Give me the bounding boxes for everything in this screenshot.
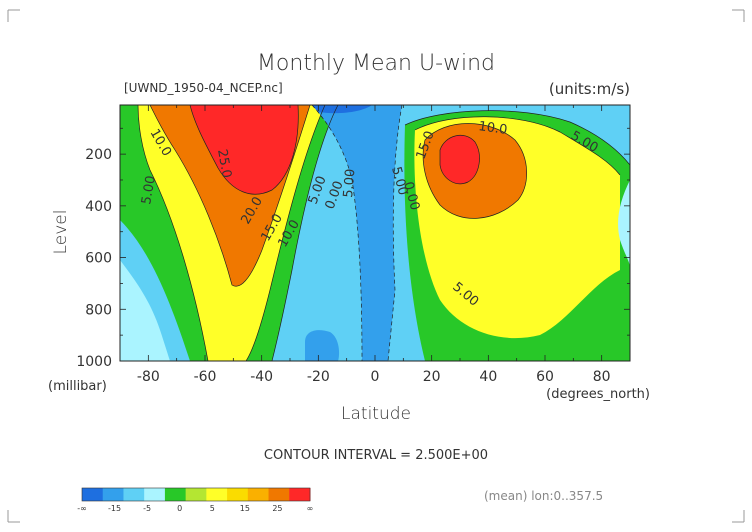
x-axis: -80 -60 -40 -20 0 20 40 60 80: [119, 105, 631, 385]
colorbar: -∞ -15 -5 0 5 15 25 ∞: [77, 487, 314, 513]
band-negative-equator: [312, 105, 402, 361]
contour-interval-note: CONTOUR INTERVAL = 2.500E+00: [264, 448, 488, 463]
chart-title: Monthly Mean U-wind: [257, 51, 495, 76]
colorbar-swatch: [247, 488, 270, 501]
x-tick-label: -20: [307, 369, 330, 385]
x-axis-units: (degrees_north): [546, 387, 650, 402]
band-negative-lower: [305, 330, 340, 361]
x-tick-label: 40: [479, 369, 497, 385]
colorbar-label: -15: [108, 504, 121, 513]
y-tick-label: 400: [85, 199, 112, 215]
x-tick-label: 60: [536, 369, 554, 385]
colorbar-swatch: [268, 488, 290, 501]
contour-field: [120, 105, 630, 361]
x-tick-label: 80: [593, 369, 611, 385]
x-tick-label: -80: [137, 369, 160, 385]
colorbar-swatch: [144, 488, 166, 501]
x-tick-label: 0: [371, 369, 380, 385]
band-near-zero-north-pole: [618, 180, 630, 268]
colorbar-swatch: [82, 488, 104, 501]
y-axis: 200 400 600 800 1000: [76, 127, 630, 370]
y-axis-units: (millibar): [48, 379, 107, 394]
band-jet-core-north: [440, 135, 480, 184]
band-near-zero-south-pole: [120, 260, 170, 361]
contour-label: 5.00: [341, 168, 358, 198]
colorbar-frame: [81, 487, 311, 502]
x-tick-label: -40: [250, 369, 273, 385]
y-tick-label: 600: [85, 251, 112, 267]
contour-label: 10.0: [477, 119, 508, 138]
colorbar-swatch: [185, 488, 207, 501]
x-tick-label: -60: [194, 369, 217, 385]
corner-marks: [7, 9, 745, 523]
contour-label: 25.0: [214, 148, 234, 179]
colorbar-label: 25: [272, 504, 282, 513]
y-tick-label: 800: [85, 302, 112, 318]
colorbar-label: 5: [210, 504, 215, 513]
colorbar-label: 0: [177, 504, 182, 513]
band-strong-negative-top: [312, 105, 372, 114]
mean-footnote: (mean) lon:0..357.5: [484, 489, 603, 503]
colorbar-swatch: [227, 488, 249, 501]
colorbar-swatch: [289, 488, 311, 501]
colorbar-label: -5: [143, 504, 151, 513]
colorbar-label: -∞: [77, 504, 87, 513]
y-axis-title: Level: [51, 210, 71, 255]
colorbar-swatch: [123, 488, 145, 501]
colorbar-swatch: [206, 488, 228, 501]
contour-label: 5.00: [139, 175, 159, 206]
units-label: (units:m/s): [549, 80, 630, 98]
contour-lines: [137, 105, 630, 361]
colorbar-label: ∞: [307, 504, 314, 513]
y-tick-label: 1000: [76, 354, 112, 370]
band-jet-core-south: [190, 105, 299, 195]
dataset-label: [UWND_1950-04_NCEP.nc]: [124, 81, 283, 95]
y-tick-label: 200: [85, 147, 112, 163]
x-axis-title: Latitude: [341, 404, 411, 424]
colorbar-label: 15: [240, 504, 250, 513]
colorbar-swatch: [102, 488, 124, 501]
contour-label: 0.00: [400, 180, 422, 212]
x-tick-label: 20: [423, 369, 441, 385]
colorbar-swatch: [164, 488, 187, 501]
contour-label: 5.00: [388, 165, 410, 197]
